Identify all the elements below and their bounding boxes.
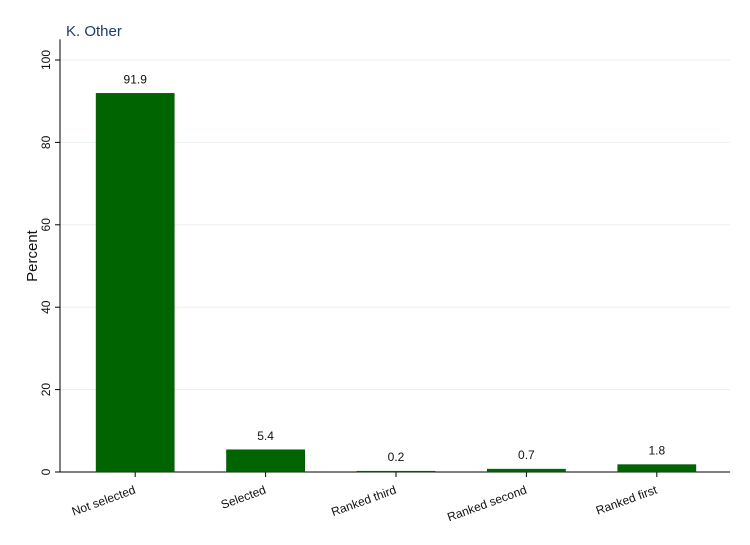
bar xyxy=(226,449,305,473)
y-tick-label: 60 xyxy=(39,218,53,232)
value-label: 0.7 xyxy=(518,448,535,462)
y-tick-label: 100 xyxy=(39,50,53,70)
bar xyxy=(95,93,175,473)
x-tick-label: Ranked second xyxy=(445,483,528,525)
y-axis-label: Percent xyxy=(24,229,41,282)
y-tick-label: 80 xyxy=(39,135,53,149)
x-tick-label: Ranked first xyxy=(594,482,660,517)
value-label: 1.8 xyxy=(648,444,665,458)
y-tick-label: 0 xyxy=(39,468,53,475)
x-tick-label: Not selected xyxy=(70,483,137,519)
value-label: 0.2 xyxy=(388,450,405,464)
bar xyxy=(356,470,436,473)
x-tick-label: Selected xyxy=(219,483,268,512)
bar xyxy=(487,468,566,473)
y-tick-label: 40 xyxy=(39,300,53,314)
chart-title: K. Other xyxy=(66,23,122,40)
y-tick-label: 20 xyxy=(39,383,53,397)
value-label: 91.9 xyxy=(124,72,148,86)
value-label: 5.4 xyxy=(257,429,274,443)
bar xyxy=(617,464,697,473)
x-tick-label: Ranked third xyxy=(329,483,398,519)
